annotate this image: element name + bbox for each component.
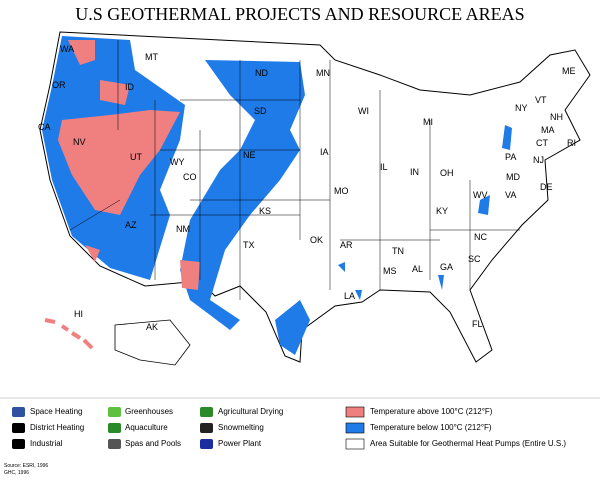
state-label: HI xyxy=(74,309,83,319)
legend-label: Snowmelting xyxy=(218,423,264,432)
legend-label: Space Heating xyxy=(30,407,82,416)
legend-icon xyxy=(108,407,121,417)
legend-icon xyxy=(12,439,25,449)
state-label: FL xyxy=(472,319,483,329)
state-label: VT xyxy=(535,95,547,105)
legend-swatch xyxy=(345,406,365,418)
state-label: MI xyxy=(423,117,433,127)
alaska xyxy=(114,319,191,366)
state-label: CT xyxy=(536,138,548,148)
state-label: VA xyxy=(505,190,516,200)
low-temp-texas xyxy=(275,300,310,355)
hawaii xyxy=(44,318,94,350)
legend-icon xyxy=(108,439,121,449)
state-label: NM xyxy=(176,224,190,234)
high-temp xyxy=(58,40,200,290)
state-label: SD xyxy=(254,106,267,116)
legend-label: Area Suitable for Geothermal Heat Pumps … xyxy=(370,439,566,448)
legend-swatch xyxy=(345,438,365,450)
state-label: NC xyxy=(474,232,487,242)
state-label: MT xyxy=(145,52,158,62)
state-labels: WA OR CA NV ID MT WY UT AZ NM CO ND SD NE KS OK TX MN IA MO… xyxy=(38,44,576,332)
legend-icon xyxy=(200,423,213,433)
legend-icon xyxy=(200,407,213,417)
state-label: MS xyxy=(383,266,397,276)
state-label: LA xyxy=(344,291,355,301)
legend-label: Aquaculture xyxy=(125,423,168,432)
state-label: ID xyxy=(125,82,135,92)
state-label: RI xyxy=(567,138,576,148)
state-label: WV xyxy=(473,190,488,200)
state-label: MN xyxy=(316,68,330,78)
state-label: CO xyxy=(183,172,197,182)
state-label: GA xyxy=(440,262,453,272)
title: U.S GEOTHERMAL PROJECTS AND RESOURCE ARE… xyxy=(75,4,524,24)
state-label: OR xyxy=(52,80,66,90)
state-label: IL xyxy=(380,162,388,172)
legend-icon xyxy=(12,407,25,417)
state-label: OH xyxy=(440,168,454,178)
state-label: ME xyxy=(562,66,576,76)
state-label: WA xyxy=(60,44,74,54)
legend-label: Agricultural Drying xyxy=(218,407,283,416)
legend-icon xyxy=(200,439,213,449)
state-label: KS xyxy=(259,206,271,216)
state-label: AR xyxy=(340,240,353,250)
state-label: SC xyxy=(468,254,481,264)
state-label: WY xyxy=(170,157,185,167)
state-label: UT xyxy=(130,152,142,162)
legend-swatch xyxy=(345,422,365,434)
legend-label: Industrial xyxy=(30,439,63,448)
state-label: KY xyxy=(436,206,448,216)
source: GHC, 1996 xyxy=(4,470,29,476)
state-label: PA xyxy=(505,152,516,162)
state-label: IN xyxy=(410,167,419,177)
legend-label: Temperature above 100°C (212°F) xyxy=(370,407,493,416)
legend-label: Power Plant xyxy=(218,439,262,448)
state-label: AL xyxy=(412,264,423,274)
state-label: MA xyxy=(541,125,555,135)
legend-label: Spas and Pools xyxy=(125,439,181,448)
state-label: TN xyxy=(392,246,404,256)
state-label: NJ xyxy=(533,155,544,165)
state-label: OK xyxy=(310,235,323,245)
state-label: IA xyxy=(320,147,329,157)
state-label: MD xyxy=(506,172,520,182)
state-label: NH xyxy=(550,112,563,122)
state-label: CA xyxy=(38,122,51,132)
state-borders xyxy=(69,40,520,300)
state-label: NV xyxy=(73,137,86,147)
state-label: AK xyxy=(146,322,158,332)
legend-icon xyxy=(108,423,121,433)
state-label: MO xyxy=(334,186,349,196)
state-label: TX xyxy=(243,240,255,250)
state-label: NY xyxy=(515,103,528,113)
legend-label: Temperature below 100°C (212°F) xyxy=(370,423,492,432)
legend: Space Heating District Heating Industrial G… xyxy=(0,397,600,450)
state-label: DE xyxy=(540,182,553,192)
low-temp-plains xyxy=(180,60,305,330)
state-label: WI xyxy=(358,106,369,116)
state-label: NE xyxy=(243,150,256,160)
map xyxy=(39,31,591,366)
legend-label: Greenhouses xyxy=(125,407,173,416)
legend-label: District Heating xyxy=(30,423,84,432)
state-label: AZ xyxy=(125,220,137,230)
source: Source: ESRI, 1996 xyxy=(4,463,48,469)
legend-icon xyxy=(12,423,25,433)
state-label: ND xyxy=(255,68,268,78)
